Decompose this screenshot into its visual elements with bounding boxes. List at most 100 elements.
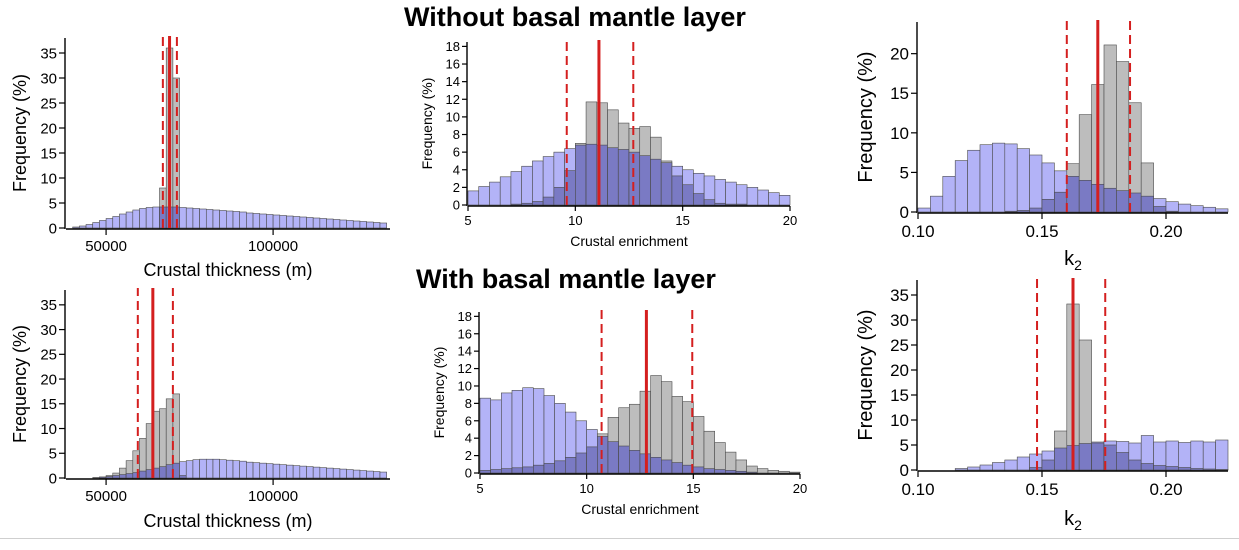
- bar-overlap-7: [555, 461, 566, 473]
- x-axis-label: k2: [1064, 508, 1082, 533]
- y-tick-label: 6: [465, 413, 472, 428]
- bar-overlap-14: [629, 450, 640, 473]
- bar-overlap-17: [1129, 460, 1141, 470]
- bar-blue-1: [930, 196, 942, 212]
- bar-blue-4: [968, 467, 980, 470]
- bottom-divider: [0, 538, 1239, 539]
- bar-blue-0: [480, 398, 491, 473]
- bar-gray-28: [779, 471, 790, 473]
- bar-blue-19: [193, 209, 200, 229]
- bar-blue-20: [1166, 202, 1178, 212]
- bar-overlap-25: [736, 204, 747, 205]
- bar-blue-0: [918, 208, 930, 212]
- bar-blue-3: [512, 390, 523, 473]
- bar-overlap-12: [608, 442, 619, 473]
- bar-blue-29: [260, 463, 267, 478]
- bar-overlap-15: [166, 465, 173, 478]
- y-tick-label: 30: [890, 311, 909, 330]
- bar-blue-18: [186, 461, 193, 478]
- bar-blue-4: [511, 172, 522, 205]
- bar-overlap-22: [704, 200, 715, 205]
- bar-blue-36: [306, 467, 313, 478]
- bar-overlap-8: [119, 475, 126, 478]
- y-tick-label: 10: [40, 170, 57, 187]
- bar-blue-36: [306, 218, 313, 229]
- bar-gray-21: [704, 431, 715, 473]
- y-tick-label: 20: [890, 361, 909, 380]
- bar-blue-34: [293, 217, 300, 229]
- bar-gray-26: [757, 469, 768, 473]
- bar-blue-31: [273, 464, 280, 478]
- y-tick-label: 15: [40, 396, 57, 413]
- bar-blue-5: [533, 389, 544, 473]
- bar-blue-6: [532, 161, 543, 205]
- bar-overlap-23: [715, 203, 726, 205]
- bar-blue-24: [1216, 209, 1228, 212]
- y-tick-label: 0: [900, 203, 909, 222]
- bar-gray-17: [661, 382, 672, 473]
- bar-overlap-22: [715, 470, 726, 473]
- bar-overlap-21: [704, 469, 715, 473]
- bar-overlap-18: [1141, 464, 1153, 471]
- bar-overlap-9: [576, 453, 587, 473]
- bar-blue-41: [340, 220, 347, 228]
- bar-blue-18: [186, 208, 193, 228]
- bar-overlap-22: [1191, 469, 1203, 471]
- bar-blue-6: [544, 396, 555, 473]
- bar-overlap-19: [1154, 466, 1166, 471]
- bar-blue-26: [747, 187, 758, 205]
- bar-overlap-7: [1005, 211, 1017, 212]
- bar-blue-37: [313, 218, 320, 228]
- bar-blue-26: [240, 461, 247, 478]
- bar-blue-21: [206, 459, 213, 478]
- bar-blue-10: [133, 210, 140, 228]
- bar-blue-40: [333, 469, 340, 478]
- y-axis-label: Frequency (%): [10, 325, 30, 443]
- bar-blue-39: [327, 468, 334, 478]
- row-title-without-basal-layer: Without basal mantle layer: [404, 2, 746, 33]
- bar-blue-23: [220, 460, 227, 478]
- bar-blue-5: [522, 166, 533, 205]
- bar-blue-46: [373, 472, 380, 478]
- x-tick-label: 5: [464, 213, 471, 228]
- bar-blue-7: [113, 217, 120, 229]
- bar-overlap-9: [126, 474, 133, 478]
- bar-blue-23: [220, 211, 227, 229]
- y-tick-label: 20: [40, 371, 57, 388]
- bar-blue-30: [266, 215, 273, 229]
- bar-blue-40: [333, 220, 340, 229]
- bar-gray-23: [725, 452, 736, 473]
- bar-overlap-15: [1104, 188, 1116, 212]
- bar-blue-1: [491, 400, 502, 473]
- bar-blue-20: [1166, 441, 1178, 470]
- bar-blue-6: [992, 463, 1004, 471]
- x-axis-label: k2: [1064, 248, 1082, 273]
- bar-blue-47: [380, 223, 387, 228]
- bar-overlap-6: [532, 201, 543, 205]
- bar-overlap-18: [1141, 196, 1153, 212]
- y-tick-label: 5: [900, 436, 909, 455]
- bar-blue-1: [479, 186, 490, 205]
- bar-overlap-21: [1178, 468, 1190, 471]
- bar-blue-42: [347, 470, 354, 478]
- bar-blue-24: [226, 460, 233, 478]
- bar-blue-11: [139, 209, 146, 229]
- x-axis-label: Crustal thickness (m): [143, 260, 312, 280]
- bar-blue-24: [1216, 440, 1228, 470]
- bar-blue-33: [286, 216, 293, 228]
- y-tick-label: 0: [453, 198, 460, 213]
- y-tick-label: 35: [890, 286, 909, 305]
- x-tick-label: 20: [783, 213, 797, 228]
- bar-overlap-11: [1054, 192, 1066, 212]
- bar-gray-16: [1116, 62, 1128, 212]
- bar-blue-21: [1178, 443, 1190, 471]
- bar-blue-33: [286, 465, 293, 478]
- bar-overlap-6: [544, 463, 555, 473]
- y-tick-label: 10: [890, 124, 909, 143]
- bar-blue-26: [240, 212, 247, 228]
- bar-blue-22: [1191, 441, 1203, 470]
- bar-overlap-20: [693, 467, 704, 473]
